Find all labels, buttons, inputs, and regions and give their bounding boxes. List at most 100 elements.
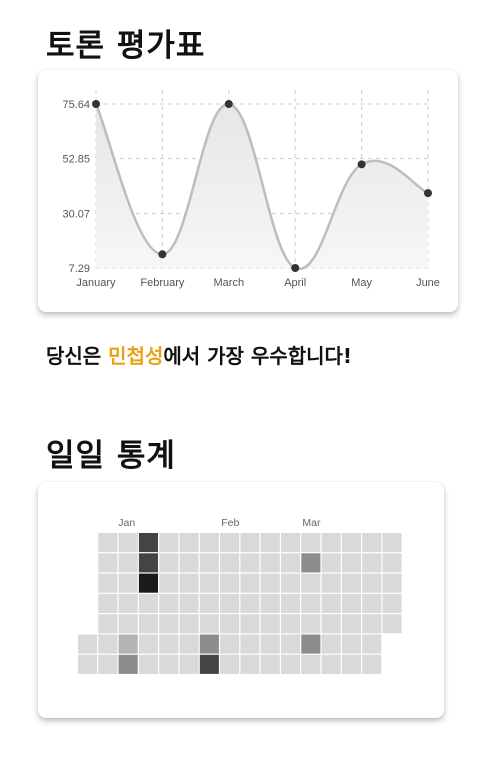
heatmap-cell[interactable] — [382, 533, 402, 553]
heatmap-cell[interactable] — [260, 553, 280, 573]
heatmap-cell[interactable] — [179, 553, 199, 573]
heatmap-cell[interactable] — [199, 533, 219, 553]
data-point-june[interactable] — [424, 189, 432, 198]
heatmap-cell[interactable] — [281, 593, 301, 613]
heatmap-cell[interactable] — [159, 553, 179, 573]
heatmap-cell[interactable] — [118, 654, 138, 674]
heatmap-cell[interactable] — [301, 553, 321, 573]
heatmap-cell[interactable] — [98, 654, 118, 674]
heatmap-cell[interactable] — [159, 533, 179, 553]
heatmap-cell[interactable] — [199, 553, 219, 573]
heatmap-cell[interactable] — [138, 654, 158, 674]
heatmap-cell[interactable] — [321, 533, 341, 553]
heatmap-cell[interactable] — [220, 553, 240, 573]
heatmap-cell[interactable] — [281, 654, 301, 674]
heatmap-cell[interactable] — [98, 573, 118, 593]
heatmap-cell[interactable] — [260, 654, 280, 674]
heatmap-cell[interactable] — [78, 634, 98, 654]
heatmap-cell[interactable] — [179, 634, 199, 654]
data-point-april[interactable] — [291, 264, 300, 272]
heatmap-cell[interactable] — [362, 614, 382, 634]
heatmap-cell[interactable] — [301, 654, 321, 674]
heatmap-cell[interactable] — [179, 533, 199, 553]
heatmap-cell[interactable] — [321, 614, 341, 634]
heatmap-cell[interactable] — [220, 634, 240, 654]
heatmap-cell[interactable] — [362, 553, 382, 573]
heatmap-cell[interactable] — [281, 573, 301, 593]
heatmap-cell[interactable] — [341, 553, 361, 573]
heatmap-cell[interactable] — [98, 533, 118, 553]
heatmap-cell[interactable] — [179, 614, 199, 634]
heatmap-cell[interactable] — [301, 614, 321, 634]
heatmap-cell[interactable] — [199, 573, 219, 593]
heatmap-cell[interactable] — [138, 634, 158, 654]
heatmap-cell[interactable] — [260, 593, 280, 613]
heatmap-cell[interactable] — [260, 614, 280, 634]
heatmap-cell[interactable] — [179, 573, 199, 593]
heatmap-cell[interactable] — [281, 553, 301, 573]
heatmap-cell[interactable] — [118, 634, 138, 654]
heatmap-cell[interactable] — [341, 533, 361, 553]
heatmap-cell[interactable] — [321, 634, 341, 654]
heatmap-cell[interactable] — [98, 553, 118, 573]
heatmap-cell[interactable] — [240, 654, 260, 674]
heatmap-cell[interactable] — [78, 654, 98, 674]
heatmap-cell[interactable] — [301, 533, 321, 553]
heatmap-cell[interactable] — [118, 614, 138, 634]
heatmap-cell[interactable] — [220, 614, 240, 634]
heatmap-cell[interactable] — [118, 573, 138, 593]
heatmap-cell[interactable] — [341, 593, 361, 613]
heatmap-cell[interactable] — [199, 593, 219, 613]
heatmap-cell[interactable] — [98, 614, 118, 634]
heatmap-cell[interactable] — [240, 533, 260, 553]
heatmap-cell[interactable] — [321, 553, 341, 573]
heatmap-cell[interactable] — [138, 553, 158, 573]
heatmap-cell[interactable] — [281, 634, 301, 654]
heatmap-cell[interactable] — [240, 593, 260, 613]
heatmap-cell[interactable] — [118, 553, 138, 573]
heatmap-cell[interactable] — [362, 634, 382, 654]
data-point-february[interactable] — [158, 250, 167, 259]
heatmap-cell[interactable] — [341, 573, 361, 593]
heatmap-cell[interactable] — [321, 573, 341, 593]
heatmap-cell[interactable] — [321, 593, 341, 613]
heatmap-cell[interactable] — [159, 593, 179, 613]
heatmap-cell[interactable] — [301, 634, 321, 654]
heatmap-cell[interactable] — [362, 593, 382, 613]
heatmap-cell[interactable] — [220, 533, 240, 553]
heatmap-cell[interactable] — [199, 634, 219, 654]
heatmap-cell[interactable] — [362, 654, 382, 674]
heatmap-cell[interactable] — [382, 593, 402, 613]
heatmap-cell[interactable] — [159, 634, 179, 654]
heatmap-cell[interactable] — [199, 614, 219, 634]
heatmap-cell[interactable] — [321, 654, 341, 674]
heatmap-cell[interactable] — [138, 533, 158, 553]
heatmap-cell[interactable] — [362, 533, 382, 553]
heatmap-cell[interactable] — [281, 614, 301, 634]
heatmap-cell[interactable] — [281, 533, 301, 553]
heatmap-cell[interactable] — [138, 593, 158, 613]
heatmap-cell[interactable] — [240, 634, 260, 654]
heatmap-cell[interactable] — [382, 573, 402, 593]
heatmap-cell[interactable] — [362, 573, 382, 593]
heatmap-cell[interactable] — [179, 654, 199, 674]
heatmap-cell[interactable] — [118, 533, 138, 553]
heatmap-cell[interactable] — [240, 614, 260, 634]
heatmap-cell[interactable] — [260, 533, 280, 553]
heatmap-cell[interactable] — [179, 593, 199, 613]
heatmap-cell[interactable] — [240, 573, 260, 593]
heatmap-cell[interactable] — [138, 614, 158, 634]
heatmap-cell[interactable] — [301, 593, 321, 613]
heatmap-cell[interactable] — [159, 573, 179, 593]
heatmap-cell[interactable] — [341, 634, 361, 654]
data-point-march[interactable] — [224, 100, 233, 108]
heatmap-cell[interactable] — [220, 593, 240, 613]
heatmap-cell[interactable] — [98, 593, 118, 613]
heatmap-cell[interactable] — [159, 654, 179, 674]
heatmap-cell[interactable] — [98, 634, 118, 654]
heatmap-cell[interactable] — [159, 614, 179, 634]
heatmap-cell[interactable] — [240, 553, 260, 573]
data-point-january[interactable] — [92, 100, 100, 108]
data-point-may[interactable] — [357, 160, 366, 169]
heatmap-cell[interactable] — [382, 553, 402, 573]
